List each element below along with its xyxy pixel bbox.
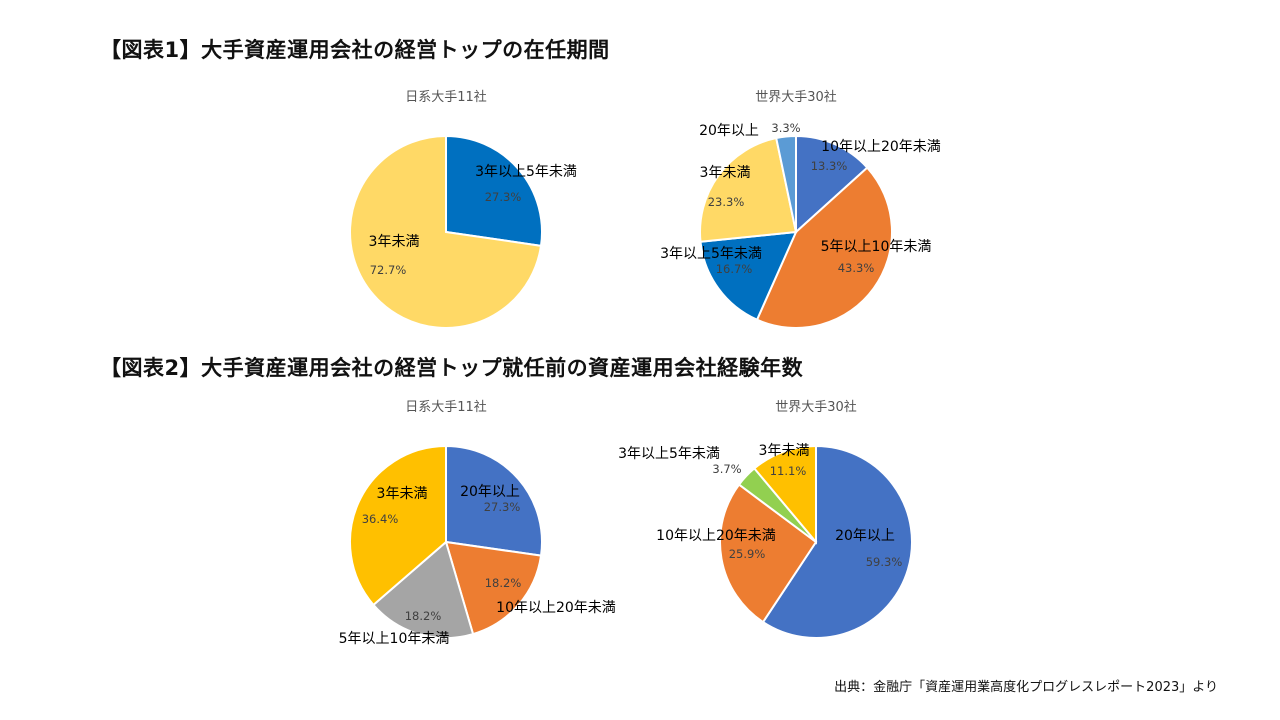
pie1-slice-2 xyxy=(349,134,543,329)
pie3-value-label-2: 18.2% xyxy=(485,576,522,590)
pie4-slice-1 xyxy=(761,444,913,639)
pie1-slice-1 xyxy=(445,134,543,247)
pie3-value-label-1: 27.3% xyxy=(484,500,521,514)
pie2-category-label-3: 3年以上5年未満 xyxy=(660,246,762,262)
pie2-slice-1 xyxy=(795,134,869,235)
pie4-value-label-3: 3.7% xyxy=(712,462,741,476)
pie1-value-label-2: 72.7% xyxy=(370,263,407,277)
pie3-category-label-3: 5年以上10年未満 xyxy=(339,631,450,647)
chart3-title: 日系大手11社 xyxy=(405,400,487,415)
pie3-value-label-4: 36.4% xyxy=(362,512,399,526)
pie2-slice-4 xyxy=(699,136,798,243)
pie4-value-label-4: 11.1% xyxy=(770,464,807,478)
pie1-value-label-1: 27.3% xyxy=(485,190,522,204)
source-note: 出典：金融庁「資産運用業高度化プログレスレポート2023」より xyxy=(834,680,1218,695)
pie4-category-label-2: 10年以上20年未満 xyxy=(656,528,776,544)
chart1-title: 日系大手11社 xyxy=(405,90,487,105)
figure1-title: 【図表1】大手資産運用会社の経営トップの在任期間 xyxy=(100,38,610,62)
figure2-title: 【図表2】大手資産運用会社の経営トップ就任前の資産運用会社経験年数 xyxy=(100,356,804,380)
pie4-category-label-3: 3年以上5年未満 xyxy=(618,446,720,462)
pie4-slice-2 xyxy=(719,483,818,624)
pie2-value-label-3: 16.7% xyxy=(716,262,753,276)
pie3-slice-4 xyxy=(349,444,447,607)
pie2-value-label-2: 43.3% xyxy=(838,261,875,275)
pie1-category-label-2: 3年未満 xyxy=(369,234,420,250)
pie2-category-label-2: 5年以上10年未満 xyxy=(821,239,932,255)
pie3-category-label-1: 20年以上 xyxy=(460,484,520,500)
pie3-slice-2 xyxy=(444,540,543,636)
pie2-category-label-4: 3年未満 xyxy=(700,165,751,181)
pie3-value-label-3: 18.2% xyxy=(405,609,442,623)
pie4-value-label-2: 25.9% xyxy=(729,547,766,561)
pie2-value-label-4: 23.3% xyxy=(708,195,745,209)
pie-chart-1: 3年以上5年未満 27.3% 3年未満 72.7% xyxy=(349,134,577,329)
pie2-category-label-1: 10年以上20年未満 xyxy=(821,139,941,155)
pie2-slice-5 xyxy=(775,134,797,233)
pie4-value-label-1: 59.3% xyxy=(866,555,903,569)
pie2-category-label-5: 20年以上 xyxy=(699,123,759,139)
pie3-category-label-2: 10年以上20年未満 xyxy=(496,600,616,616)
pie2-value-label-1: 13.3% xyxy=(811,159,848,173)
pie-chart-2: 10年以上20年未満 13.3% 5年以上10年未満 43.3% 3年以上5年未満16.… xyxy=(660,121,941,329)
pie3-category-label-4: 3年未満 xyxy=(377,486,428,502)
pie2-slice-3 xyxy=(699,230,798,322)
pie3-slice-3 xyxy=(372,540,475,639)
pie4-category-label-1: 20年以上 xyxy=(835,528,895,544)
pie1-category-label-1: 3年以上5年未満 xyxy=(475,164,577,180)
chart4-title: 世界大手30社 xyxy=(775,400,857,415)
pie4-slice-4 xyxy=(752,444,817,545)
pie2-slice-2 xyxy=(755,166,893,329)
pie4-category-label-4: 3年未満 xyxy=(759,443,810,459)
pie2-value-label-5: 3.3% xyxy=(771,121,800,135)
chart2-title: 世界大手30社 xyxy=(755,90,837,105)
pie3-slice-1 xyxy=(445,444,543,557)
